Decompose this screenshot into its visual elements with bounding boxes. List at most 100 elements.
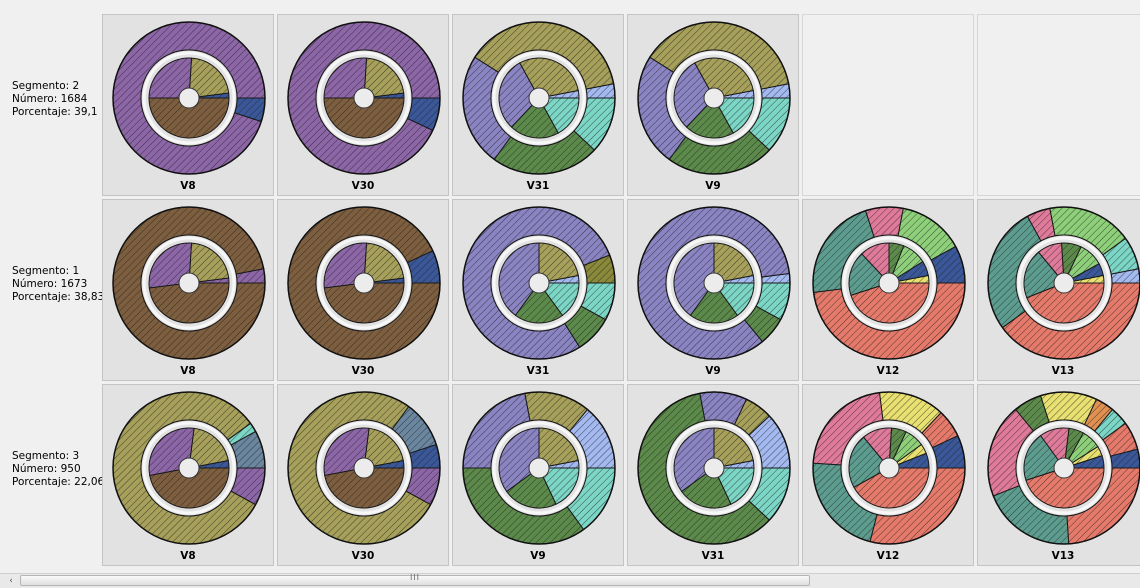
- center-hub-icon: [353, 457, 375, 479]
- chart-cell[interactable]: V30: [277, 384, 449, 566]
- ring-separator: [667, 236, 761, 330]
- inner-hatch-3: [690, 283, 738, 323]
- outer-hatch-2: [699, 392, 747, 425]
- ring-separator: [492, 236, 586, 330]
- outer-outline: [462, 206, 616, 360]
- inner-hatch-1: [539, 428, 579, 468]
- outer-hatch-6: [988, 409, 1034, 496]
- variable-name: V9: [705, 180, 721, 192]
- chart-cell[interactable]: V31: [452, 199, 624, 381]
- outer-hatch-1: [1102, 423, 1138, 457]
- segment-chart-grid: Segmento: 2 Número: 1684 Porcentaje: 39,1 V…: [6, 12, 1140, 572]
- ring-pie-chart: [112, 206, 266, 360]
- outer-hatch-1: [392, 406, 437, 454]
- variable-name: V30: [351, 365, 375, 377]
- inner-hatch-6: [853, 468, 929, 508]
- ring-pie-chart: [812, 206, 966, 360]
- scroll-left-arrow-icon[interactable]: ‹: [9, 576, 13, 586]
- segment-number-text: Número: 1673: [12, 278, 88, 290]
- outer-hatch-3: [231, 468, 265, 505]
- outer-hatch-3: [581, 283, 615, 320]
- ring-separator: [142, 236, 236, 330]
- outer-outline: [462, 391, 616, 545]
- center-hub-icon: [178, 272, 200, 294]
- center-hub-icon: [178, 457, 200, 479]
- outer-hatch-2: [113, 392, 256, 544]
- inner-hatch-1: [364, 58, 404, 98]
- outer-hatch-2: [879, 392, 942, 434]
- outer-hatch-0: [113, 22, 265, 174]
- center-hub-icon: [528, 87, 550, 109]
- chart-cell[interactable]: V9: [627, 14, 799, 196]
- scrollbar-thumb[interactable]: III: [20, 573, 810, 586]
- outer-hatch-0: [1110, 449, 1140, 468]
- outer-outline: [112, 21, 266, 175]
- ring-separator: [317, 236, 411, 330]
- inner-hatch-2: [324, 57, 367, 98]
- outer-hatch-8: [1067, 468, 1140, 544]
- inner-hatch-1: [714, 243, 754, 283]
- ring-pie-chart: [462, 391, 616, 545]
- center-hub-icon: [1053, 457, 1075, 479]
- chart-cell[interactable]: V8: [102, 199, 274, 381]
- ring-pie-chart: [462, 21, 616, 175]
- outer-hatch-2: [288, 392, 431, 544]
- outer-hatch-0: [586, 83, 615, 98]
- variable-name: V8: [180, 550, 196, 562]
- inner-hatch-4: [1038, 243, 1064, 283]
- outer-hatch-0: [407, 250, 440, 283]
- chart-cell[interactable]: V9: [627, 199, 799, 381]
- chart-cell[interactable]: V30: [277, 199, 449, 381]
- outer-outline: [637, 206, 791, 360]
- inner-hatch-1: [1064, 263, 1104, 283]
- segment-segment-text: Segmento: 3: [12, 450, 80, 462]
- outer-hatch-7: [993, 485, 1069, 544]
- outer-hatch-1: [113, 207, 265, 360]
- inner-hatch-3: [324, 98, 404, 138]
- empty-chart-cell: [802, 14, 974, 196]
- outer-outline: [987, 206, 1140, 360]
- chart-cell[interactable]: V8: [102, 384, 274, 566]
- center-hub-icon: [703, 272, 725, 294]
- center-hub-icon: [878, 457, 900, 479]
- chart-cell[interactable]: V30: [277, 14, 449, 196]
- outer-hatch-0: [288, 21, 440, 175]
- outer-hatch-4: [567, 468, 615, 530]
- inner-hatch-2: [499, 62, 539, 128]
- ring-separator: [1017, 236, 1111, 330]
- chart-cell[interactable]: V12: [802, 199, 974, 381]
- outer-outline: [812, 206, 966, 360]
- inner-hatch-4: [714, 468, 754, 505]
- inner-hatch-4: [863, 428, 892, 468]
- inner-hatch-1: [189, 243, 229, 283]
- outer-hatch-3: [813, 392, 883, 465]
- chart-cell[interactable]: V13: [977, 384, 1140, 566]
- inner-hatch-4: [714, 98, 754, 134]
- chart-cell[interactable]: V8: [102, 14, 274, 196]
- chart-cell[interactable]: V9: [452, 384, 624, 566]
- outer-hatch-0: [1111, 268, 1140, 283]
- horizontal-scrollbar[interactable]: ‹ III: [0, 573, 1140, 588]
- outer-hatch-4: [988, 216, 1041, 328]
- outer-outline: [637, 21, 791, 175]
- inner-hatch-4: [539, 468, 579, 505]
- inner-hatch-3: [1064, 428, 1084, 468]
- variable-name: V31: [526, 365, 550, 377]
- outer-hatch-1: [649, 22, 789, 90]
- inner-hatch-3: [511, 98, 559, 138]
- center-hub-icon: [703, 457, 725, 479]
- empty-chart-cell: [977, 14, 1140, 196]
- inner-hatch-6: [850, 283, 929, 323]
- ring-pie-chart: [112, 21, 266, 175]
- inner-hatch-2: [889, 245, 923, 283]
- chart-cell[interactable]: V13: [977, 199, 1140, 381]
- variable-name: V12: [876, 365, 900, 377]
- outer-hatch-1: [638, 207, 790, 359]
- outer-hatch-4: [573, 98, 615, 151]
- chart-cell[interactable]: V12: [802, 384, 974, 566]
- ring-separator: [1017, 421, 1111, 515]
- outer-hatch-1: [1102, 238, 1139, 275]
- segment-percent-text: Porcentaje: 39,1: [12, 106, 98, 118]
- chart-cell[interactable]: V31: [452, 14, 624, 196]
- chart-cell[interactable]: V31: [627, 384, 799, 566]
